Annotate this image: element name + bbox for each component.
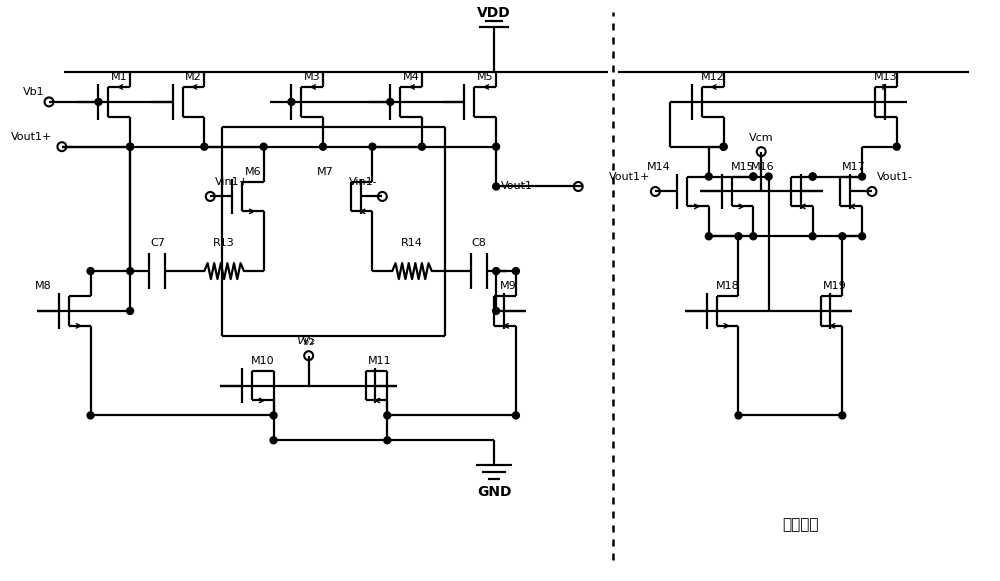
Text: M17: M17	[842, 162, 866, 171]
Text: M16: M16	[750, 162, 774, 171]
Circle shape	[127, 143, 134, 150]
Circle shape	[260, 143, 267, 150]
Circle shape	[705, 173, 712, 180]
Circle shape	[87, 268, 94, 275]
Circle shape	[493, 268, 500, 275]
Circle shape	[387, 98, 394, 105]
Text: M18: M18	[716, 281, 739, 291]
Text: Vin1+: Vin1+	[215, 177, 249, 187]
Circle shape	[418, 143, 425, 150]
Text: M5: M5	[477, 72, 494, 82]
Circle shape	[288, 98, 295, 105]
Circle shape	[201, 143, 208, 150]
Circle shape	[859, 233, 866, 240]
Text: M7: M7	[317, 167, 333, 177]
Text: M11: M11	[368, 356, 391, 365]
Text: VDD: VDD	[477, 6, 511, 20]
Text: M15: M15	[731, 162, 754, 171]
Text: Vout1+: Vout1+	[609, 171, 650, 181]
Text: M6: M6	[244, 167, 261, 177]
Circle shape	[750, 233, 757, 240]
Circle shape	[893, 143, 900, 150]
Text: Vout1+: Vout1+	[11, 132, 52, 142]
Circle shape	[493, 307, 500, 314]
Circle shape	[720, 143, 727, 150]
Text: M1: M1	[111, 72, 128, 82]
Circle shape	[384, 412, 391, 419]
Text: $V_{b2}$: $V_{b2}$	[296, 334, 315, 347]
Circle shape	[735, 233, 742, 240]
Text: Vin1-: Vin1-	[349, 177, 377, 187]
Circle shape	[839, 233, 846, 240]
Circle shape	[384, 437, 391, 444]
Circle shape	[765, 173, 772, 180]
Circle shape	[127, 307, 134, 314]
Circle shape	[270, 412, 277, 419]
Circle shape	[720, 143, 727, 150]
Circle shape	[493, 183, 500, 190]
Text: M10: M10	[251, 356, 274, 365]
Circle shape	[705, 233, 712, 240]
Text: M4: M4	[403, 72, 419, 82]
Circle shape	[512, 412, 519, 419]
Circle shape	[512, 268, 519, 275]
Circle shape	[750, 173, 757, 180]
Text: Vout1-: Vout1-	[501, 181, 537, 192]
Circle shape	[127, 143, 134, 150]
Circle shape	[735, 412, 742, 419]
Circle shape	[809, 233, 816, 240]
Circle shape	[95, 98, 102, 105]
Circle shape	[750, 173, 757, 180]
Circle shape	[493, 143, 500, 150]
Text: M9: M9	[500, 281, 516, 291]
Circle shape	[127, 268, 134, 275]
Text: Vout1-: Vout1-	[877, 171, 913, 181]
Text: 共模反馈: 共模反馈	[783, 517, 819, 532]
Text: M12: M12	[701, 72, 725, 82]
Text: Vⁱ₂: Vⁱ₂	[302, 336, 316, 346]
Circle shape	[809, 173, 816, 180]
Text: R14: R14	[401, 238, 423, 248]
Text: M3: M3	[304, 72, 320, 82]
Text: GND: GND	[477, 485, 511, 499]
Circle shape	[809, 173, 816, 180]
Text: Vb1: Vb1	[22, 87, 44, 97]
Text: R13: R13	[213, 238, 235, 248]
Text: Vcm: Vcm	[749, 132, 774, 143]
Text: C8: C8	[471, 238, 486, 248]
Text: C7: C7	[150, 238, 165, 248]
Text: M19: M19	[823, 281, 846, 291]
Circle shape	[859, 173, 866, 180]
Text: M13: M13	[874, 72, 898, 82]
Circle shape	[320, 143, 326, 150]
Text: M14: M14	[646, 162, 670, 171]
Text: M8: M8	[35, 281, 51, 291]
Circle shape	[839, 412, 846, 419]
Circle shape	[270, 437, 277, 444]
Circle shape	[369, 143, 376, 150]
Circle shape	[87, 412, 94, 419]
Text: M2: M2	[185, 72, 202, 82]
